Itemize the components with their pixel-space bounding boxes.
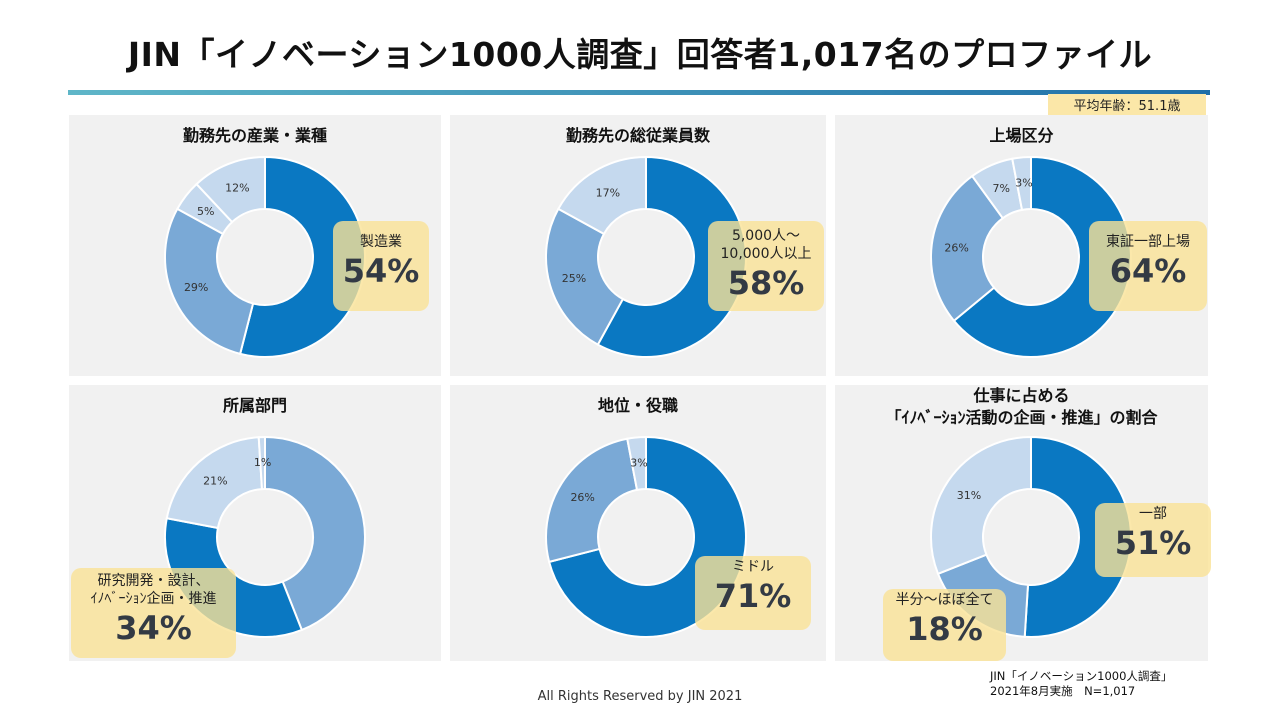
callout-label: 東証一部上場	[1106, 234, 1190, 250]
slice-data-label: 29%	[184, 281, 208, 294]
donut-slice	[195, 155, 266, 224]
donut-chart-listing: 26% 7% 3%	[930, 155, 1132, 358]
slice-data-label: 3%	[1015, 176, 1032, 189]
slice-data-label: 12%	[225, 181, 249, 194]
slice-data-label: 26%	[570, 491, 594, 504]
callout-innovation-half: 半分～ほぼ全て 18%	[883, 589, 1006, 661]
slice-data-label: 31%	[957, 489, 981, 502]
donut-slice	[1023, 435, 1132, 638]
callout-value: 64%	[1109, 252, 1187, 290]
chart-title: 所属部門	[222, 396, 287, 415]
panel-innovation-share: 仕事に占める 「ｲﾉﾍﾞｰｼｮﾝ活動の企画・推進」の割合 31% 一部 51% …	[835, 385, 1211, 661]
panel-position: 地位・役職 26% 3% ミドル 71%	[450, 385, 826, 661]
donut-chart-employees: 25% 17%	[545, 155, 747, 358]
chart-title: 勤務先の総従業員数	[565, 126, 710, 145]
donut-chart-industry: 29% 5% 12%	[164, 155, 367, 358]
donut-slice	[264, 435, 366, 632]
chart-title: 仕事に占める 「ｲﾉﾍﾞｰｼｮﾝ活動の企画・推進」の割合	[885, 386, 1158, 427]
callout-position: ミドル 71%	[695, 556, 811, 630]
callout-value: 58%	[727, 264, 805, 302]
callout-label: 研究開発・設計、 ｲﾉﾍﾞｰｼｮﾝ企画・推進	[90, 573, 217, 607]
donut-slice	[596, 155, 747, 358]
callout-department: 研究開発・設計、 ｲﾉﾍﾞｰｼｮﾝ企画・推進 34%	[71, 568, 236, 658]
slice-data-label: 3%	[630, 456, 647, 469]
callout-value: 54%	[342, 252, 420, 290]
callout-value: 71%	[714, 577, 792, 615]
callout-value: 18%	[906, 610, 983, 648]
slice-data-label: 7%	[992, 182, 1009, 195]
callout-label: 5,000人～ 10,000人以上	[720, 228, 812, 262]
slice-data-label: 1%	[254, 456, 271, 469]
slice-data-label: 25%	[562, 272, 586, 285]
donut-slice	[952, 155, 1132, 358]
donut-slice	[164, 207, 255, 356]
chart-title: 上場区分	[989, 126, 1054, 145]
callout-label: 一部	[1139, 506, 1167, 522]
donut-slice	[165, 436, 264, 530]
callout-value: 51%	[1114, 524, 1192, 562]
chart-title: 地位・役職	[597, 396, 678, 415]
callout-innovation-part: 一部 51%	[1095, 503, 1211, 577]
slice-data-label: 17%	[596, 186, 620, 199]
copyright-footer: All Rights Reserved by JIN 2021	[537, 689, 743, 704]
callout-industry: 製造業 54%	[333, 221, 429, 311]
panel-industry: 勤務先の産業・業種 29% 5% 12% 製造業 54%	[69, 115, 441, 376]
callout-value: 34%	[115, 609, 192, 647]
donut-slice	[626, 435, 647, 492]
panel-listing: 上場区分 26% 7% 3% 東証一部上場 64%	[835, 115, 1208, 376]
callout-employees: 5,000人～ 10,000人以上 58%	[708, 221, 824, 311]
callout-listing: 東証一部上場 64%	[1089, 221, 1207, 311]
source-line-1: JIN「イノベーション1000人調査」	[990, 669, 1173, 683]
callout-label: 半分～ほぼ全て	[895, 592, 994, 608]
panel-employees: 勤務先の総従業員数 25% 17% 5,000人～ 10,000人以上 58%	[450, 115, 826, 376]
donut-slice	[557, 155, 647, 236]
callout-label: ミドル	[732, 559, 774, 575]
slice-data-label: 21%	[203, 475, 227, 488]
chart-title: 勤務先の産業・業種	[182, 126, 327, 145]
donut-slice	[930, 174, 1005, 323]
donut-slice	[257, 435, 266, 491]
source-line-2: 2021年8月実施 N=1,017	[990, 684, 1136, 698]
callout-label: 製造業	[360, 234, 402, 250]
donut-slice	[545, 207, 625, 346]
page-title: JIN「イノベーション1000人調査」回答者1,017名のプロファイル	[127, 35, 1153, 74]
donut-slice	[238, 155, 367, 358]
panel-department: 所属部門 21% 1% 研究開発・設計、 ｲﾉﾍﾞｰｼｮﾝ企画・推進 34%	[69, 385, 441, 661]
source-note: JIN「イノベーション1000人調査」 2021年8月実施 N=1,017	[990, 669, 1172, 699]
donut-slice	[1011, 155, 1032, 212]
slice-data-label: 5%	[197, 205, 214, 218]
title-underline	[68, 90, 1210, 95]
slice-data-label: 26%	[944, 242, 968, 255]
donut-slice	[930, 435, 1032, 576]
donut-slice	[545, 437, 639, 564]
